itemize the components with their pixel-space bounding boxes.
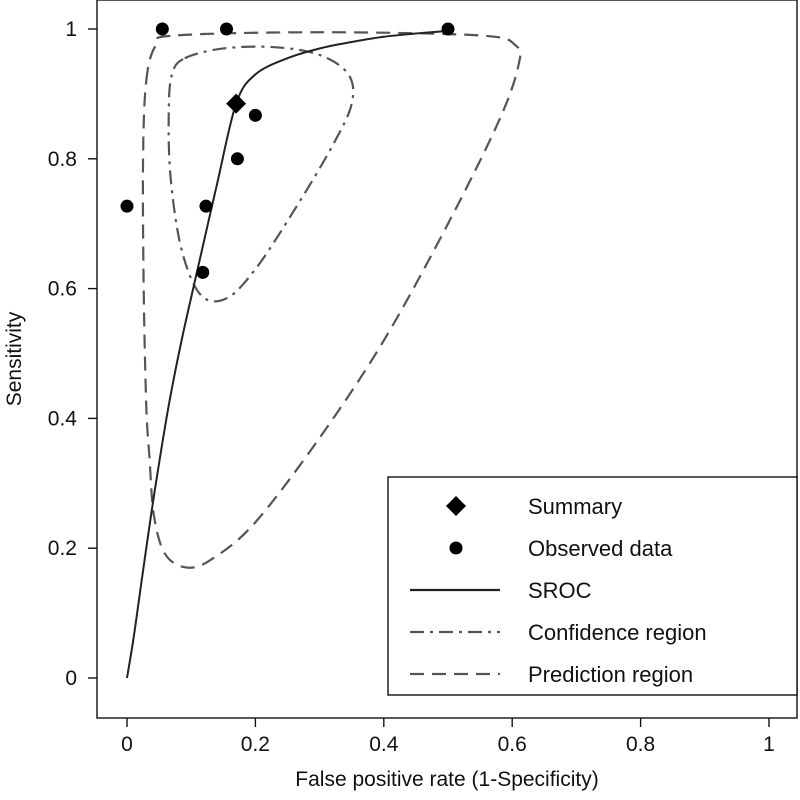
legend-prediction-region-label: Prediction region [528, 662, 693, 687]
observed-data-point [220, 22, 234, 36]
y-tick-label: 0.2 [48, 537, 77, 560]
observed-data-point [230, 152, 244, 166]
y-tick-label: 0.4 [48, 407, 78, 430]
observed-data-point [441, 22, 455, 36]
plot-frame [96, 0, 798, 719]
observed-data-point [196, 265, 210, 279]
legend-summary-symbol [446, 496, 466, 516]
x-axis-title: False positive rate (1-Specificity) [295, 768, 598, 791]
y-tick-label: 1 [65, 18, 77, 41]
y-tick-label: 0 [65, 667, 77, 690]
lines-layer [126, 29, 449, 679]
x-tick-label: 0.2 [241, 733, 270, 756]
x-axis-ticks: 0 0.2 0.4 0.6 0.8 1 [121, 718, 775, 756]
x-tick-label: 0.6 [498, 733, 527, 756]
y-axis-ticks: 0 0.2 0.4 0.6 0.8 1 [48, 18, 97, 690]
observed-data-point [155, 22, 169, 36]
x-tick-label: 0.4 [369, 733, 399, 756]
y-axis-title: Sensitivity [3, 311, 26, 406]
legend-observed-data-symbol [449, 541, 463, 555]
observed-data-point [199, 199, 213, 213]
x-tick-label: 1 [763, 733, 775, 756]
y-tick-label: 0.6 [48, 278, 77, 301]
y-tick-label: 0.8 [48, 148, 77, 171]
legend-observed-data-label: Observed data [528, 536, 673, 561]
x-tick-label: 0 [121, 733, 133, 756]
legend: Summary Observed data SROC Confidence regio… [387, 476, 798, 696]
legend-summary-label: Summary [528, 494, 622, 519]
x-tick-label: 0.8 [626, 733, 655, 756]
prediction-region-curve [141, 31, 522, 569]
legend-sroc-label: SROC [528, 578, 592, 603]
observed-data-point [248, 108, 262, 122]
observed-data-point [120, 199, 134, 213]
legend-confidence-region-label: Confidence region [528, 620, 707, 645]
regions-layer [141, 31, 522, 569]
confidence-region-curve [167, 45, 355, 303]
summary-point [226, 93, 247, 114]
markers-layer [120, 22, 455, 279]
sroc-line [126, 29, 449, 679]
